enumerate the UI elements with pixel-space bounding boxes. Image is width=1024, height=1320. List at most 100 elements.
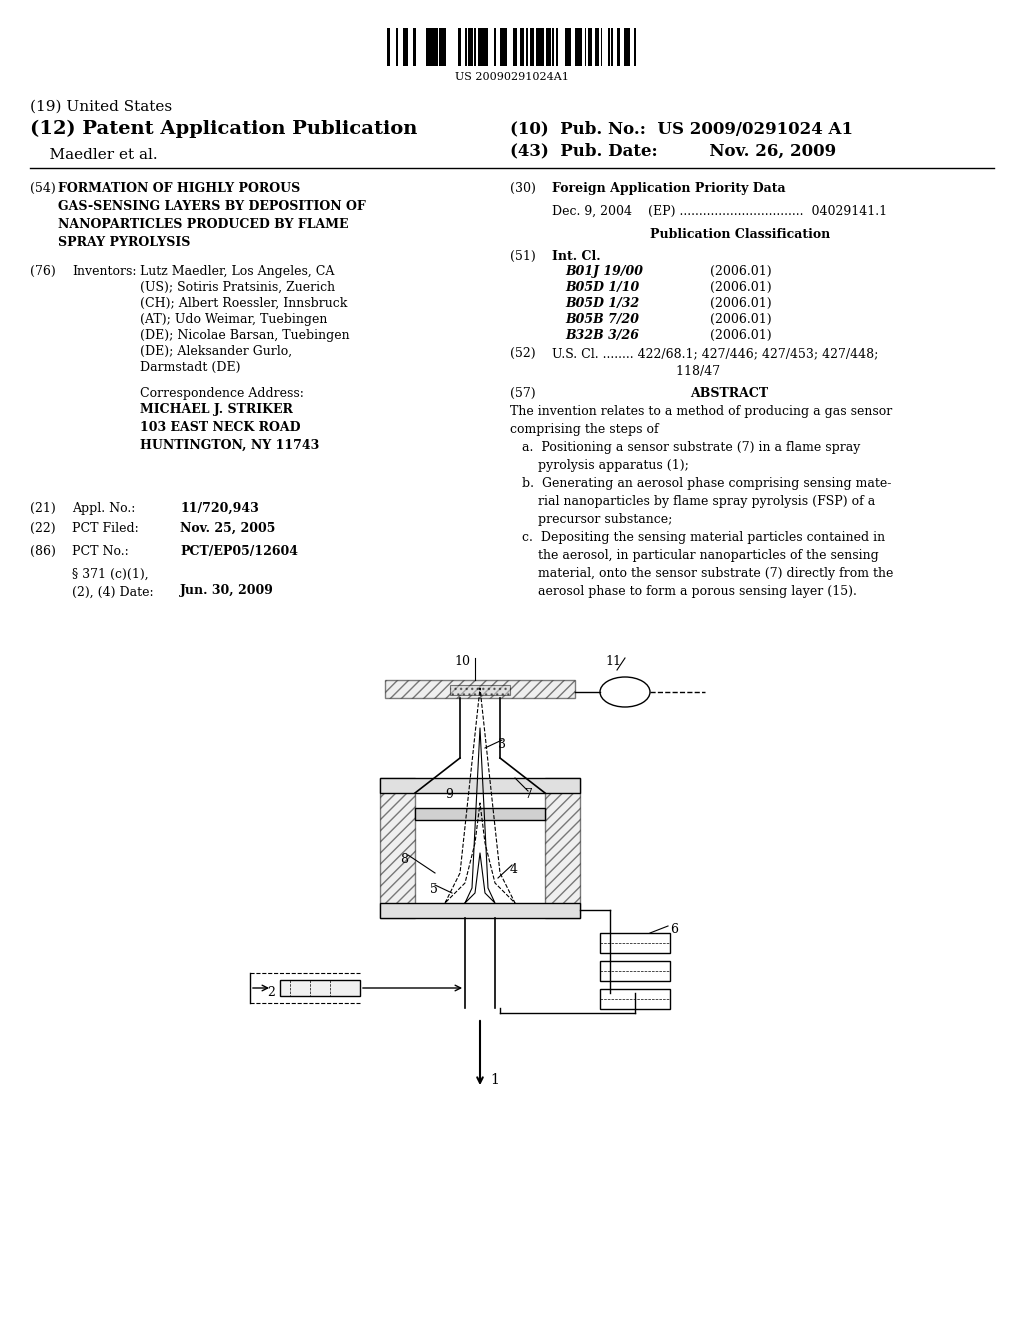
Bar [588,28,592,66]
Text: (43)  Pub. Date:         Nov. 26, 2009: (43) Pub. Date: Nov. 26, 2009 [510,143,837,158]
Bar [471,28,473,66]
Bar [529,28,534,66]
Text: Foreign Application Priority Data: Foreign Application Priority Data [552,182,785,195]
Text: 11/720,943: 11/720,943 [180,502,259,515]
Bar [380,777,580,793]
Bar [607,28,610,66]
Bar [385,680,575,698]
Text: § 371 (c)(1),
(2), (4) Date:: § 371 (c)(1), (2), (4) Date: [72,568,154,599]
Text: Publication Classification: Publication Classification [650,228,830,242]
Bar [402,28,407,66]
Bar [585,28,586,66]
Bar [598,28,599,66]
Bar [600,933,670,953]
Text: Appl. No.:: Appl. No.: [72,502,135,515]
Bar [380,777,415,917]
Bar [600,989,670,1008]
Text: 7: 7 [525,788,532,801]
Bar [468,28,471,66]
Text: (2006.01): (2006.01) [710,297,772,310]
Bar [520,28,523,66]
Bar [441,28,445,66]
Text: (57): (57) [510,387,536,400]
Bar [380,903,580,917]
Bar [280,979,360,997]
Text: 3: 3 [498,738,506,751]
Text: (10)  Pub. No.:  US 2009/0291024 A1: (10) Pub. No.: US 2009/0291024 A1 [510,120,853,137]
Bar [501,28,504,66]
Bar [477,28,481,66]
Bar [426,28,429,66]
Text: Int. Cl.: Int. Cl. [552,249,601,263]
Ellipse shape [600,677,650,708]
Text: (CH); Albert Roessler, Innsbruck: (CH); Albert Roessler, Innsbruck [140,297,347,310]
Text: 5: 5 [430,883,438,896]
Bar [546,28,550,66]
Text: (86): (86) [30,545,56,558]
Bar [504,28,508,66]
Bar [526,28,527,66]
Text: 1: 1 [490,1073,499,1086]
Text: 8: 8 [400,853,408,866]
Text: 9: 9 [445,788,453,801]
Text: Maedler et al.: Maedler et al. [30,148,158,162]
Text: Jun. 30, 2009: Jun. 30, 2009 [180,583,273,597]
Bar [480,28,484,66]
Text: Correspondence Address:: Correspondence Address: [140,387,304,400]
Bar [624,28,628,66]
Bar [429,28,433,66]
Text: B01J 19/00: B01J 19/00 [565,265,643,279]
Text: US 20090291024A1: US 20090291024A1 [455,73,569,82]
Text: 10: 10 [454,655,470,668]
Text: (12) Patent Application Publication: (12) Patent Application Publication [30,120,418,139]
Text: Nov. 25, 2005: Nov. 25, 2005 [180,521,275,535]
Text: (51): (51) [510,249,536,263]
Text: (AT); Udo Weimar, Tuebingen: (AT); Udo Weimar, Tuebingen [140,313,328,326]
Bar [536,28,540,66]
Bar [484,28,487,66]
Text: (22): (22) [30,521,55,535]
Bar [513,28,516,66]
Bar [494,28,496,66]
Bar [413,28,417,66]
Bar [579,28,583,66]
Bar [415,808,545,820]
Bar [549,28,551,66]
Bar [432,28,435,66]
Bar [617,28,621,66]
Text: The invention relates to a method of producing a gas sensor
comprising the steps: The invention relates to a method of pro… [510,405,893,598]
Bar [465,28,467,66]
Bar [474,28,476,66]
Bar [610,28,612,66]
Text: ABSTRACT: ABSTRACT [690,387,768,400]
Text: Darmstadt (DE): Darmstadt (DE) [140,360,241,374]
Bar [600,961,670,981]
Text: PCT Filed:: PCT Filed: [72,521,138,535]
Text: U.S. Cl. ........ 422/68.1; 427/446; 427/453; 427/448;
                         : U.S. Cl. ........ 422/68.1; 427/446; 427… [552,347,879,378]
Text: (DE); Nicolae Barsan, Tuebingen: (DE); Nicolae Barsan, Tuebingen [140,329,349,342]
Bar [540,28,543,66]
Text: (76): (76) [30,265,55,279]
Bar [634,28,636,66]
Text: B05D 1/32: B05D 1/32 [565,297,639,310]
Text: Inventors:: Inventors: [72,265,136,279]
Bar [438,28,442,66]
Text: 4: 4 [510,863,518,876]
Text: B32B 3/26: B32B 3/26 [565,329,639,342]
Bar [601,28,602,66]
Bar [458,28,462,66]
Bar [575,28,579,66]
Text: (52): (52) [510,347,536,360]
Bar [545,777,580,917]
Text: FORMATION OF HIGHLY POROUS
GAS-SENSING LAYERS BY DEPOSITION OF
NANOPARTICLES PRO: FORMATION OF HIGHLY POROUS GAS-SENSING L… [58,182,366,249]
Text: 2: 2 [267,986,275,999]
Text: Lutz Maedler, Los Angeles, CA: Lutz Maedler, Los Angeles, CA [140,265,335,279]
Text: (2006.01): (2006.01) [710,313,772,326]
Bar [552,28,554,66]
Bar [532,28,534,66]
Text: (DE); Aleksander Gurlo,: (DE); Aleksander Gurlo, [140,345,292,358]
Bar [435,28,437,66]
Bar [627,28,630,66]
Bar [450,685,510,696]
Text: (54): (54) [30,182,55,195]
